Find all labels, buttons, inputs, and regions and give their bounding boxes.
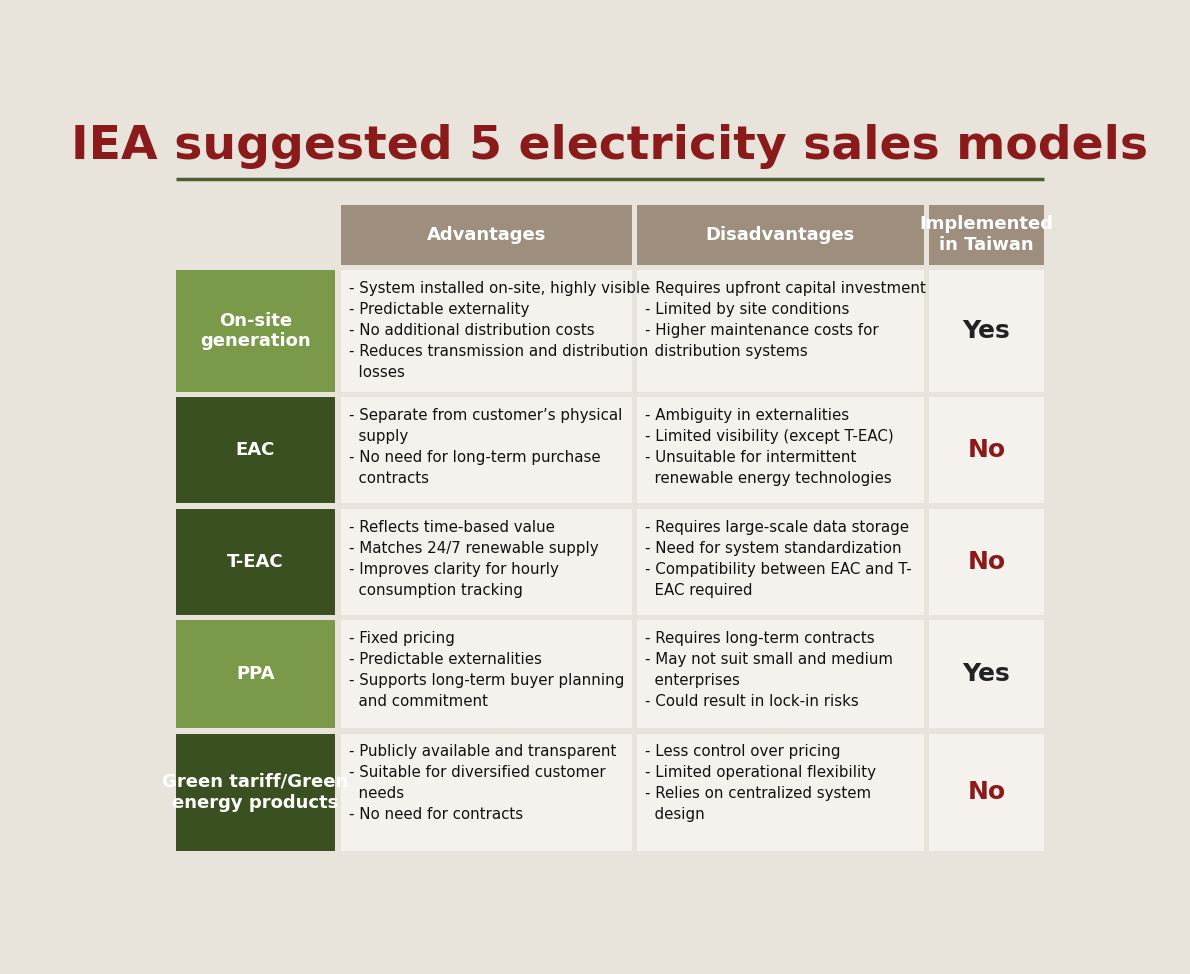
FancyBboxPatch shape bbox=[342, 620, 632, 729]
Text: No: No bbox=[967, 438, 1006, 463]
FancyBboxPatch shape bbox=[929, 620, 1044, 729]
FancyBboxPatch shape bbox=[929, 397, 1044, 504]
Text: Green tariff/Green
energy products: Green tariff/Green energy products bbox=[162, 772, 349, 811]
Text: Advantages: Advantages bbox=[426, 226, 546, 244]
FancyBboxPatch shape bbox=[176, 620, 334, 729]
FancyBboxPatch shape bbox=[637, 733, 923, 850]
Text: - Ambiguity in externalities
- Limited visibility (except T-EAC)
- Unsuitable fo: - Ambiguity in externalities - Limited v… bbox=[645, 408, 894, 486]
Text: - Reflects time-based value
- Matches 24/7 renewable supply
- Improves clarity f: - Reflects time-based value - Matches 24… bbox=[349, 519, 599, 598]
FancyBboxPatch shape bbox=[342, 205, 632, 265]
FancyBboxPatch shape bbox=[637, 508, 923, 615]
FancyBboxPatch shape bbox=[929, 205, 1044, 265]
FancyBboxPatch shape bbox=[176, 733, 334, 850]
Text: - Less control over pricing
- Limited operational flexibility
- Relies on centra: - Less control over pricing - Limited op… bbox=[645, 744, 876, 822]
Text: On-site
generation: On-site generation bbox=[200, 312, 311, 351]
Text: - Requires long-term contracts
- May not suit small and medium
  enterprises
- C: - Requires long-term contracts - May not… bbox=[645, 631, 892, 709]
Text: Yes: Yes bbox=[963, 662, 1010, 687]
FancyBboxPatch shape bbox=[929, 733, 1044, 850]
FancyBboxPatch shape bbox=[637, 397, 923, 504]
FancyBboxPatch shape bbox=[637, 270, 923, 392]
Text: - Separate from customer’s physical
  supply
- No need for long-term purchase
  : - Separate from customer’s physical supp… bbox=[349, 408, 622, 486]
FancyBboxPatch shape bbox=[637, 205, 923, 265]
FancyBboxPatch shape bbox=[342, 397, 632, 504]
FancyBboxPatch shape bbox=[929, 508, 1044, 615]
FancyBboxPatch shape bbox=[637, 620, 923, 729]
FancyBboxPatch shape bbox=[342, 733, 632, 850]
Text: T-EAC: T-EAC bbox=[227, 553, 283, 571]
FancyBboxPatch shape bbox=[176, 397, 334, 504]
FancyBboxPatch shape bbox=[342, 270, 632, 392]
Text: Disadvantages: Disadvantages bbox=[706, 226, 854, 244]
Text: Yes: Yes bbox=[963, 318, 1010, 343]
FancyBboxPatch shape bbox=[929, 270, 1044, 392]
FancyBboxPatch shape bbox=[176, 270, 334, 392]
Text: No: No bbox=[967, 550, 1006, 574]
FancyBboxPatch shape bbox=[176, 508, 334, 615]
Text: - System installed on-site, highly visible
- Predictable externality
- No additi: - System installed on-site, highly visib… bbox=[349, 281, 650, 380]
Text: - Requires upfront capital investment
- Limited by site conditions
- Higher main: - Requires upfront capital investment - … bbox=[645, 281, 926, 358]
Text: Implemented
in Taiwan: Implemented in Taiwan bbox=[920, 215, 1053, 254]
FancyBboxPatch shape bbox=[342, 508, 632, 615]
Text: EAC: EAC bbox=[236, 441, 275, 460]
Text: - Requires large-scale data storage
- Need for system standardization
- Compatib: - Requires large-scale data storage - Ne… bbox=[645, 519, 912, 598]
Text: PPA: PPA bbox=[236, 665, 275, 684]
Text: - Publicly available and transparent
- Suitable for diversified customer
  needs: - Publicly available and transparent - S… bbox=[349, 744, 616, 822]
Text: IEA suggested 5 electricity sales models: IEA suggested 5 electricity sales models bbox=[71, 125, 1148, 169]
Text: No: No bbox=[967, 780, 1006, 805]
Text: - Fixed pricing
- Predictable externalities
- Supports long-term buyer planning
: - Fixed pricing - Predictable externalit… bbox=[349, 631, 624, 709]
